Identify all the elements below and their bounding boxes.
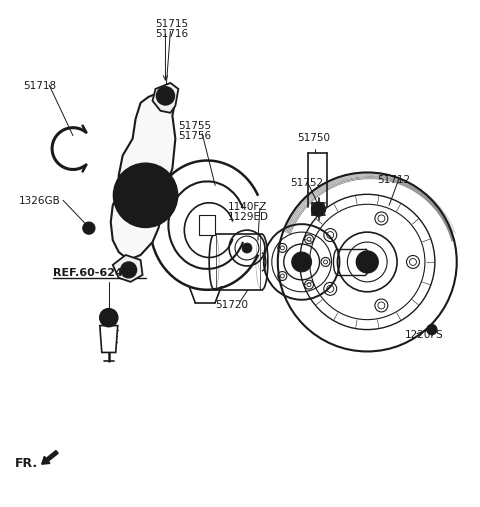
Circle shape <box>312 202 325 216</box>
Circle shape <box>161 92 169 100</box>
Text: FR.: FR. <box>15 457 38 470</box>
Text: 1140FZ: 1140FZ <box>228 202 267 212</box>
Text: 51712: 51712 <box>377 175 410 186</box>
Circle shape <box>356 251 378 273</box>
Circle shape <box>292 252 312 272</box>
Text: 1220FS: 1220FS <box>405 330 444 340</box>
Circle shape <box>86 226 91 231</box>
Text: REF.60-624: REF.60-624 <box>53 268 123 278</box>
Text: 51720: 51720 <box>215 300 248 310</box>
Polygon shape <box>100 325 118 352</box>
Text: 51755: 51755 <box>179 121 212 131</box>
Text: 51718: 51718 <box>23 81 56 91</box>
Text: 1326GB: 1326GB <box>19 196 61 206</box>
Text: 51750: 51750 <box>298 133 331 142</box>
Circle shape <box>156 87 174 105</box>
Text: 51715: 51715 <box>156 19 189 29</box>
Circle shape <box>120 262 137 278</box>
Circle shape <box>430 328 434 332</box>
Text: 51752: 51752 <box>290 178 323 189</box>
Text: 1129ED: 1129ED <box>228 212 269 222</box>
Circle shape <box>83 222 95 234</box>
Polygon shape <box>113 255 143 282</box>
Polygon shape <box>111 89 175 260</box>
Circle shape <box>114 163 178 227</box>
Text: 51756: 51756 <box>179 131 212 140</box>
Circle shape <box>427 324 437 335</box>
FancyArrow shape <box>42 451 58 464</box>
Circle shape <box>100 309 118 327</box>
Circle shape <box>242 243 252 253</box>
Text: 51716: 51716 <box>156 29 189 39</box>
Polygon shape <box>153 83 179 113</box>
Polygon shape <box>199 215 215 235</box>
